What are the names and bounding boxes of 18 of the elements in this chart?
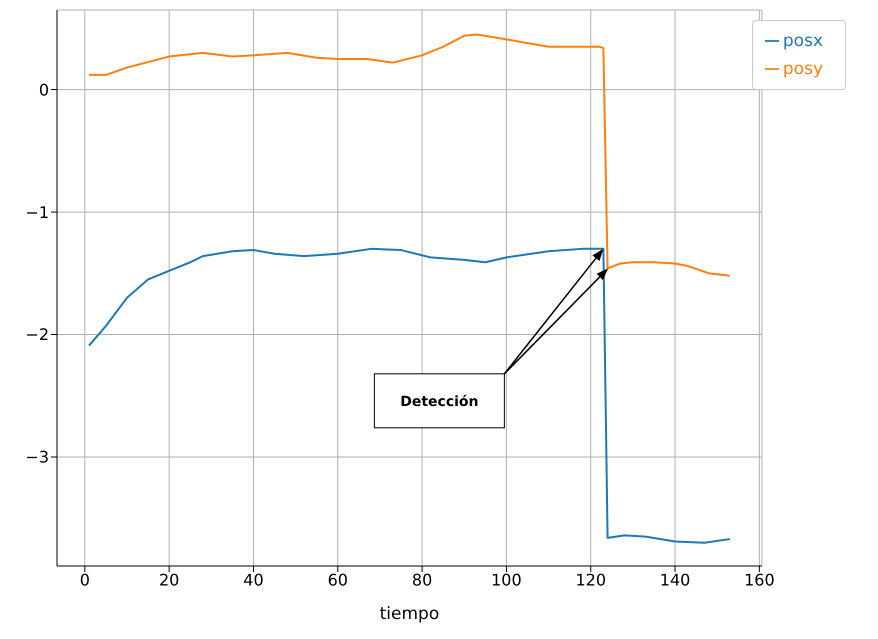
- x-tick-label: 80: [412, 570, 432, 590]
- line-series: [88, 248, 731, 544]
- x-tick-label: 100: [491, 570, 522, 590]
- y-tick-label: −3: [25, 448, 49, 467]
- x-axis-title: tiempo: [380, 604, 440, 624]
- x-tick-label: 140: [660, 570, 690, 590]
- x-tick-label: 160: [744, 570, 775, 590]
- legend-label: posy: [782, 59, 823, 79]
- y-tick-label: −2: [25, 325, 49, 344]
- x-tick-label: 60: [328, 570, 348, 590]
- x-tick-label: 0: [80, 570, 90, 590]
- x-tick-label: 120: [575, 570, 606, 590]
- x-tick-label: 20: [158, 570, 180, 590]
- x-tick-label: 40: [243, 570, 264, 590]
- y-tick-label: 0: [38, 80, 49, 100]
- annotation: Detección: [400, 394, 479, 410]
- y-tick-label: −1: [25, 202, 49, 222]
- legend-label: posx: [782, 31, 823, 51]
